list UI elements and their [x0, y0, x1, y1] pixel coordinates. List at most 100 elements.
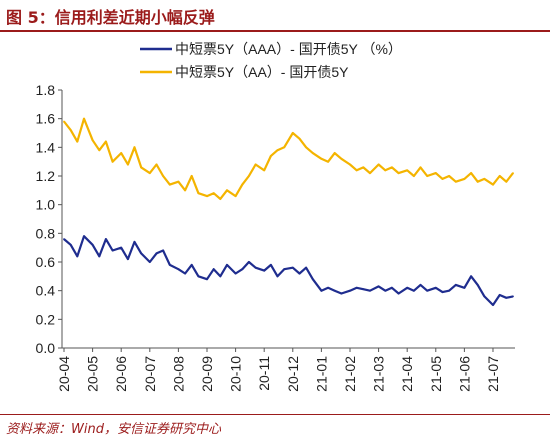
x-axis: 20-04 20-05 20-06 20-07 20-08 20-09 20-10 20-11…	[56, 347, 515, 392]
series-2	[63, 117, 514, 200]
data-point	[476, 284, 479, 286]
data-point	[127, 163, 129, 166]
data-point	[241, 268, 244, 271]
data-point	[333, 152, 336, 154]
data-point	[355, 286, 358, 289]
data-point	[340, 157, 343, 160]
x-tick-label: 20-04	[56, 356, 72, 392]
data-point	[105, 238, 107, 241]
data-point	[219, 198, 222, 200]
data-point	[177, 268, 180, 271]
series-1	[63, 235, 514, 307]
data-point	[498, 175, 501, 177]
data-point	[311, 278, 314, 281]
data-point	[406, 286, 409, 289]
y-tick-label: 1.6	[36, 111, 56, 127]
data-point	[197, 275, 200, 278]
data-point	[133, 146, 136, 149]
figure-title: 图 5：信用利差近期小幅反弹	[6, 8, 215, 27]
data-point	[63, 120, 65, 123]
x-tick-label: 21-01	[313, 356, 329, 392]
data-point	[254, 266, 257, 269]
data-point	[226, 189, 228, 192]
series-line	[63, 117, 514, 200]
data-point	[333, 289, 336, 292]
data-point	[168, 264, 171, 266]
data-point	[98, 149, 101, 152]
x-tick-label: 20-05	[85, 356, 101, 392]
data-point	[305, 266, 307, 269]
data-point	[426, 175, 429, 177]
data-point	[127, 258, 129, 260]
x-tick-label: 20-09	[199, 356, 215, 392]
x-tick-label: 21-05	[428, 356, 444, 392]
x-tick-label: 20-11	[256, 356, 272, 391]
data-point	[254, 163, 257, 166]
data-point	[83, 235, 85, 238]
data-point	[327, 160, 329, 163]
data-point	[397, 172, 400, 175]
x-tick-label: 20-12	[285, 356, 301, 392]
data-point	[391, 286, 393, 289]
x-tick-label: 21-02	[342, 356, 358, 392]
source-note: 资料来源：Wind，安信证券研究中心	[6, 422, 221, 437]
data-point	[111, 160, 114, 163]
data-point	[69, 243, 72, 246]
data-point	[434, 286, 437, 289]
x-tick-label: 21-03	[371, 356, 387, 392]
chart-legend: 中短票5Y（AAA）- 国开债5Y （%） 中短票5Y（AA）- 国开债5Y	[140, 41, 402, 80]
data-point	[320, 289, 323, 292]
data-point	[391, 166, 393, 169]
data-point	[327, 286, 329, 289]
data-point	[140, 166, 143, 169]
x-tick-label: 21-07	[485, 356, 501, 392]
data-point	[148, 261, 151, 263]
data-point	[241, 183, 244, 186]
data-point	[219, 275, 222, 278]
data-point	[505, 180, 508, 183]
data-point	[148, 172, 151, 175]
data-point	[413, 289, 415, 292]
data-point	[349, 289, 351, 292]
x-tick-label: 21-06	[456, 356, 472, 392]
data-point	[349, 163, 351, 166]
x-tick-label: 20-08	[170, 356, 186, 392]
data-point	[133, 241, 136, 243]
data-point	[111, 249, 114, 252]
data-point	[91, 139, 94, 142]
y-tick-label: 1.2	[36, 168, 56, 184]
data-point	[270, 264, 272, 266]
data-point	[305, 146, 307, 149]
data-point	[283, 268, 286, 271]
x-tick-label: 20-07	[142, 356, 158, 392]
y-tick-label: 1.4	[36, 139, 56, 155]
data-point	[498, 294, 501, 296]
data-point	[362, 166, 365, 169]
data-point	[226, 264, 228, 266]
data-point	[492, 304, 494, 306]
data-point	[63, 238, 65, 241]
plot-area	[63, 117, 514, 307]
y-axis: 0.0 0.2 0.4 0.6 0.8 1.0 1.2 1.4 1.6 1.8	[36, 82, 63, 356]
x-tick-label: 20-10	[228, 356, 244, 392]
data-point	[434, 172, 437, 175]
data-point	[340, 292, 343, 295]
y-tick-label: 1.8	[36, 82, 56, 98]
data-point	[426, 289, 429, 292]
legend-label: 中短票5Y（AAA）- 国开债5Y （%）	[175, 41, 402, 57]
data-point	[512, 295, 514, 298]
data-point	[483, 295, 486, 298]
data-point	[454, 284, 457, 286]
data-point	[190, 264, 193, 266]
y-tick-label: 1.0	[36, 197, 56, 213]
data-point	[212, 268, 215, 271]
data-point	[419, 284, 422, 286]
data-point	[234, 195, 237, 198]
figure-title-bar: 图 5：信用利差近期小幅反弹	[0, 0, 550, 32]
data-point	[120, 152, 123, 154]
data-point	[162, 249, 165, 252]
y-tick-label: 0.6	[36, 254, 56, 270]
data-point	[406, 169, 409, 172]
data-point	[155, 252, 158, 255]
data-point	[206, 278, 208, 281]
